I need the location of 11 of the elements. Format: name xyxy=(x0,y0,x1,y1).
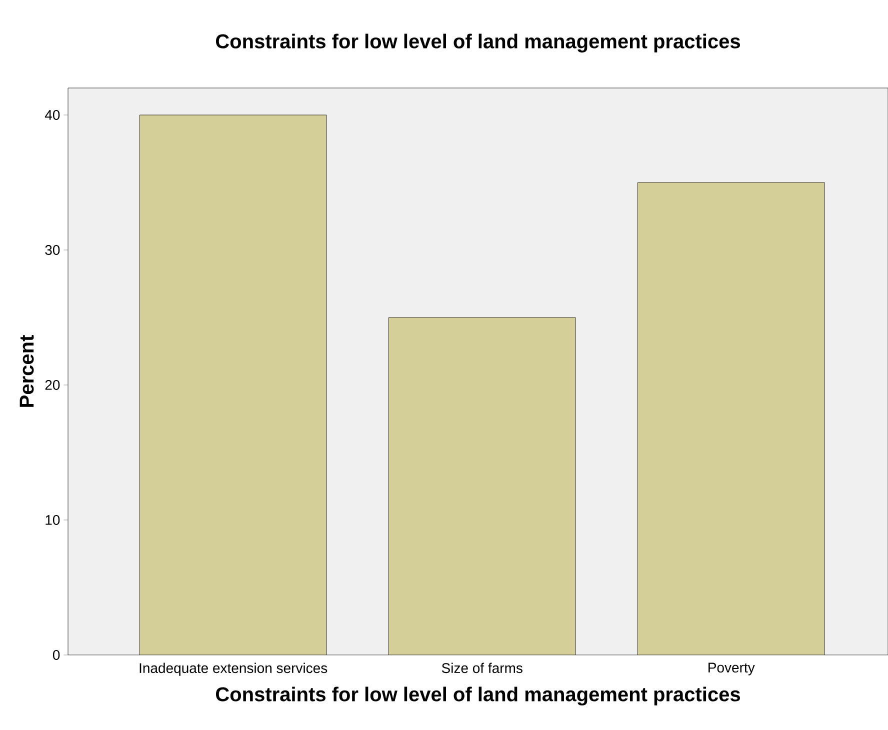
x-tick-label: Poverty xyxy=(708,662,755,676)
x-axis-title: Constraints for low level of land management practices xyxy=(216,686,740,706)
chart-title: Constraints for low level of land management practices xyxy=(216,34,740,52)
y-tick-label: 40 xyxy=(44,110,60,120)
y-tick-label: 10 xyxy=(46,515,60,525)
y-tick-label: 0 xyxy=(52,650,60,660)
y-tick-label: 20 xyxy=(45,380,60,390)
y-axis-title: Percent xyxy=(20,335,34,407)
x-tick-label: Inadequate extension services xyxy=(140,662,328,676)
x-tick-label: Size of farms xyxy=(442,662,522,674)
y-tick-label: 30 xyxy=(45,245,60,255)
